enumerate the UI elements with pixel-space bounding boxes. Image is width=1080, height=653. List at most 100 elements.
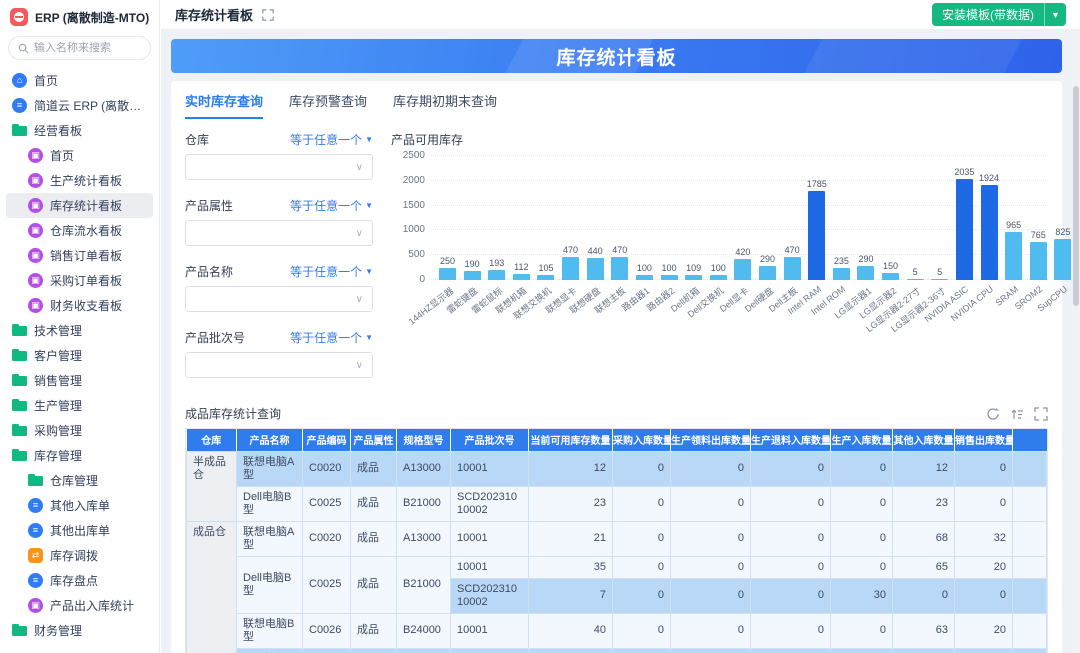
table-cell: Dell电脑A型 <box>236 647 303 653</box>
chart-bar[interactable] <box>635 275 653 280</box>
filter-select[interactable]: ∨ <box>185 154 373 180</box>
sort-icon[interactable] <box>1010 407 1024 421</box>
window-scrollbar[interactable] <box>1072 31 1080 653</box>
chevron-down-icon[interactable]: ▼ <box>1044 3 1066 26</box>
finished-goods-table-wrap[interactable]: 仓库 产品名称 产品编码 产品属性 规格型号 产品批次号 当前可用库存数量 采购入库数量 生产领… <box>185 428 1048 653</box>
sidebar-item[interactable]: 销售管理 <box>6 368 153 393</box>
install-template-button[interactable]: 安装模板(带数据) ▼ <box>932 3 1066 26</box>
app-logo-row: ERP (离散制造-MTO) <box>0 0 159 32</box>
chart-bar[interactable] <box>1029 242 1047 280</box>
chart-plot: 0 500 1000 1500 2000 2500 250 144HZ显示器 190 雷蛇键盘 19… <box>403 150 1072 334</box>
sidebar-item[interactable]: 生产管理 <box>6 393 153 418</box>
chart-bar[interactable] <box>832 268 850 280</box>
filter-panel: 仓库 等于任意一个 ▼ ∨ 产品属性 等于任意一个 ▼ ∨ 产品名称 等于任意一个 ▼ ∨ 产品批… <box>185 131 373 395</box>
chart-bar[interactable] <box>906 279 924 280</box>
table-row[interactable]: 联想电脑B型 C0026 成品 B24000 10001 40 0 0 0 0 63 20 <box>187 612 1047 649</box>
sidebar-item[interactable]: ▣ 仓库流水看板 <box>6 218 153 243</box>
fullscreen-icon[interactable] <box>1034 406 1048 421</box>
sidebar-item[interactable]: ▣ 财务收支看板 <box>6 293 153 318</box>
tab-active[interactable]: 实时库存查询 <box>185 91 264 119</box>
sidebar-search[interactable] <box>8 36 151 60</box>
sidebar-item[interactable]: 采购管理 <box>6 418 153 443</box>
chart-bar[interactable] <box>980 184 998 280</box>
table-cell <box>1012 450 1047 487</box>
sidebar-item[interactable]: ▣ 生产统计看板 <box>6 168 153 193</box>
filter-select[interactable]: ∨ <box>185 352 373 378</box>
sidebar-item[interactable]: ≡ 其他入库单 <box>6 493 153 518</box>
scrollbar-thumb[interactable] <box>1073 86 1079 306</box>
chart-bar[interactable] <box>660 275 678 280</box>
chart-bar[interactable] <box>882 272 900 280</box>
sidebar-item[interactable]: ⇄ 库存调拨 <box>6 543 153 568</box>
bar-value-label: 470 <box>563 244 579 255</box>
refresh-icon[interactable] <box>986 407 1000 421</box>
sidebar-item[interactable]: ≡ 简道云 ERP (离散制造-MTO) ... <box>6 93 153 118</box>
filter-operator[interactable]: 等于任意一个 ▼ <box>290 133 373 147</box>
tab-item[interactable]: 库存期初期末查询 <box>393 94 498 109</box>
chart-bar[interactable] <box>759 265 776 280</box>
chart-bar[interactable] <box>439 267 456 280</box>
home-blue-icon: ⌂ <box>12 73 27 88</box>
table-row[interactable]: Dell电脑A型C0027成品B2900010001480000500 <box>187 647 1047 653</box>
chart-bar[interactable] <box>512 274 530 280</box>
table-row[interactable]: Dell电脑B型 C0025 成品 B21000 SCD20231010002 23 0 0 0… <box>187 485 1047 522</box>
filter-operator[interactable]: 等于任意一个 ▼ <box>290 331 373 345</box>
install-template-label[interactable]: 安装模板(带数据) <box>932 3 1044 26</box>
bar-value-label: 2035 <box>954 167 975 178</box>
sidebar-item[interactable]: ▣ 采购订单看板 <box>6 268 153 293</box>
search-input[interactable] <box>34 42 141 54</box>
chart-bar[interactable] <box>955 179 973 280</box>
sidebar-item[interactable]: ⌂ 首页 <box>6 68 153 93</box>
chart-bar[interactable] <box>611 256 629 280</box>
sidebar-item-label: 技术管理 <box>34 324 83 338</box>
sidebar-item[interactable]: ≡ 库存盘点 <box>6 568 153 593</box>
gridline: 2500 <box>403 150 1048 161</box>
table-row[interactable]: Dell电脑B型 C0025 成品 B21000 10001 35 0 0 0 0 65 20 <box>187 555 1047 614</box>
bar-value-label: 965 <box>1006 220 1022 231</box>
chart-bar[interactable] <box>1054 239 1072 280</box>
table-cell: C0026 <box>302 612 351 649</box>
chart-bar[interactable] <box>463 270 481 280</box>
tab-item[interactable]: 库存预警查询 <box>289 94 368 109</box>
sidebar-item[interactable]: ▣ 销售订单看板 <box>6 243 153 268</box>
chart-bar[interactable] <box>586 258 604 280</box>
chart-bar[interactable] <box>562 256 580 280</box>
dashboard-title: 库存统计看板 <box>556 47 677 69</box>
sidebar-item[interactable]: 财务管理 <box>6 618 153 643</box>
chart-bar[interactable] <box>1005 232 1023 280</box>
sidebar-item[interactable]: ▣ 产品出入库统计 <box>6 593 153 618</box>
chart-bar[interactable] <box>709 275 727 280</box>
expand-icon[interactable] <box>262 8 274 21</box>
sidebar-item-label: 其他出库单 <box>50 524 111 538</box>
column-header: 生产入库数量 <box>830 429 893 451</box>
sidebar-item[interactable]: 仓库管理 <box>6 468 153 493</box>
sidebar-item[interactable]: 经营看板 <box>6 118 153 143</box>
filter-select[interactable]: ∨ <box>185 286 373 312</box>
chart-bar[interactable] <box>734 259 752 280</box>
filter-select[interactable]: ∨ <box>185 220 373 246</box>
chart-bar[interactable] <box>685 274 703 280</box>
sidebar-item[interactable]: ≡ 其他出库单 <box>6 518 153 543</box>
sidebar-item[interactable]: 库存管理 <box>6 443 153 468</box>
chart-bar[interactable] <box>783 256 801 280</box>
chart-bar[interactable] <box>808 191 826 280</box>
filter-operator[interactable]: 等于任意一个 ▼ <box>290 265 373 279</box>
sidebar-item[interactable]: 客户管理 <box>6 343 153 368</box>
table-cell: Dell电脑B型 <box>236 485 303 522</box>
sidebar-item[interactable]: 技术管理 <box>6 318 153 343</box>
table-row[interactable]: 半成品仓 联想电脑A型 C0020 成品 A13000 10001 12 0 0 0 0 12 0 <box>186 450 1047 522</box>
chart-bar[interactable] <box>857 265 875 280</box>
chart-bar[interactable] <box>537 274 555 280</box>
filter-operator[interactable]: 等于任意一个 ▼ <box>290 199 373 213</box>
chart-bar[interactable] <box>931 279 949 280</box>
table-row[interactable]: 成品仓 联想电脑A型 C0020 成品 A13000 10001 21 0 0 0 0 68 32 <box>186 520 1047 653</box>
chart-bar[interactable] <box>488 270 506 280</box>
sidebar-item[interactable]: ▣ 首页 <box>6 143 153 168</box>
table-cell: 0 <box>830 555 893 579</box>
doc-blue-icon: ≡ <box>28 523 43 538</box>
filter-group: 产品名称 等于任意一个 ▼ ∨ <box>185 263 373 312</box>
table-cell: 0 <box>954 647 1013 653</box>
sidebar-item[interactable]: ▣ 库存统计看板 <box>6 193 153 218</box>
sidebar-item-label: 生产管理 <box>34 399 83 413</box>
table-row[interactable]: SCD20231010002 7 0 0 0 30 0 0 <box>187 577 1047 614</box>
